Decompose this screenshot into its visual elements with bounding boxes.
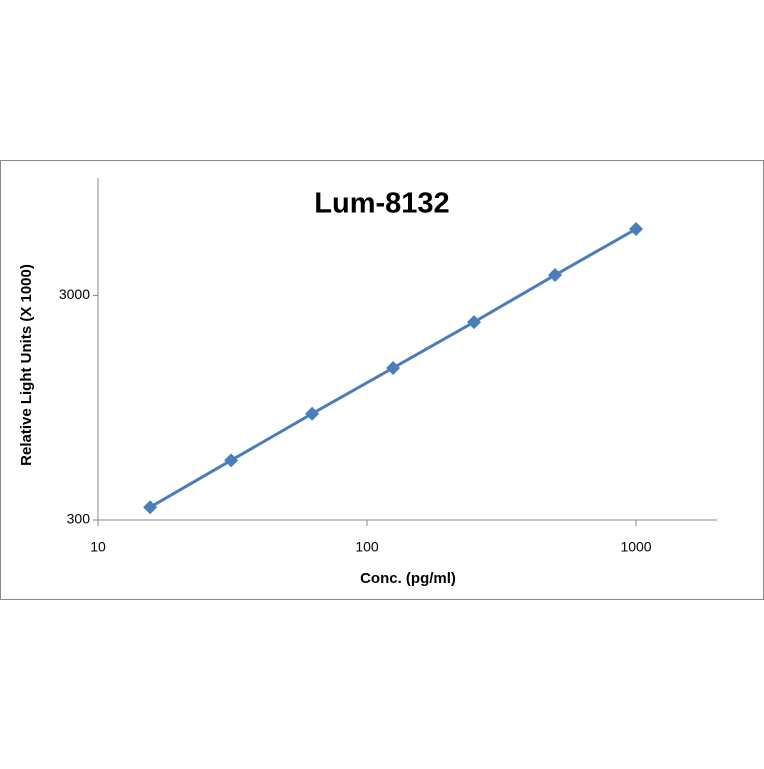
data-point <box>548 268 563 283</box>
data-point <box>386 360 401 375</box>
x-tick-label: 10 <box>90 539 106 555</box>
x-axis-label: Conc. (pg/ml) <box>360 570 456 587</box>
data-point <box>467 315 482 330</box>
data-point <box>143 500 158 515</box>
data-point <box>305 406 320 421</box>
x-tick-label: 100 <box>355 539 379 555</box>
chart-frame <box>0 160 764 600</box>
y-axis-label: Relative Light Units (X 1000) <box>18 264 35 466</box>
data-point <box>629 222 644 237</box>
x-tick-label: 1000 <box>620 539 651 555</box>
data-point <box>224 453 239 468</box>
chart-title: Lum-8132 <box>314 188 449 220</box>
y-tick-label: 300 <box>67 511 91 527</box>
y-tick-label: 3000 <box>59 286 90 302</box>
